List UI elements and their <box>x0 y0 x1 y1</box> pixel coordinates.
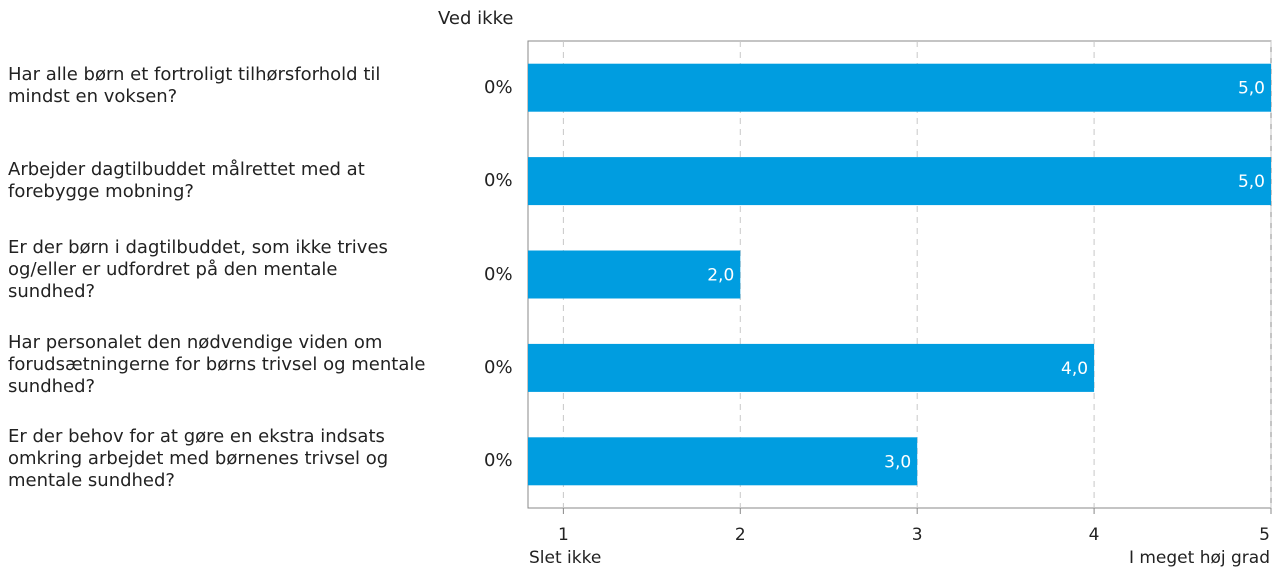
bar-value-label: 4,0 <box>1061 359 1088 379</box>
question-label: Er der børn i dagtilbuddet, som ikke tri… <box>8 237 388 302</box>
x-tick-label: 3 <box>912 525 923 545</box>
question-label: Har alle børn et fortroligt tilhørsforho… <box>8 64 381 107</box>
ved-ikke-value: 0% <box>484 356 513 378</box>
ved-ikke-value: 0% <box>484 263 513 285</box>
ved-ikke-value: 0% <box>484 170 513 192</box>
question-label: Arbejder dagtilbuddet målrettet med at f… <box>8 159 365 202</box>
ved-ikke-value: 0% <box>484 450 513 472</box>
ved-ikke-header: Ved ikke <box>438 8 514 29</box>
x-tick-label: 1 <box>558 525 569 545</box>
bar <box>528 63 1271 112</box>
bar-value-label: 3,0 <box>884 452 911 472</box>
x-tick-label: 5 <box>1259 525 1270 545</box>
bar <box>528 250 741 299</box>
bar <box>528 343 1095 392</box>
bar <box>528 437 918 486</box>
ved-ikke-value: 0% <box>484 76 513 98</box>
x-tick-label: 4 <box>1089 525 1100 545</box>
bar <box>528 157 1271 206</box>
question-label: Har personalet den nødvendige viden om f… <box>8 332 426 397</box>
x-tick-label: 2 <box>735 525 746 545</box>
x-high-label: I meget høj grad <box>1129 548 1270 568</box>
question-label: Er der behov for at gøre en ekstra indsa… <box>8 426 389 491</box>
bar-value-label: 2,0 <box>707 266 734 286</box>
x-low-label: Slet ikke <box>529 548 601 568</box>
bar-value-label: 5,0 <box>1238 172 1265 192</box>
bar-value-label: 5,0 <box>1238 79 1265 99</box>
